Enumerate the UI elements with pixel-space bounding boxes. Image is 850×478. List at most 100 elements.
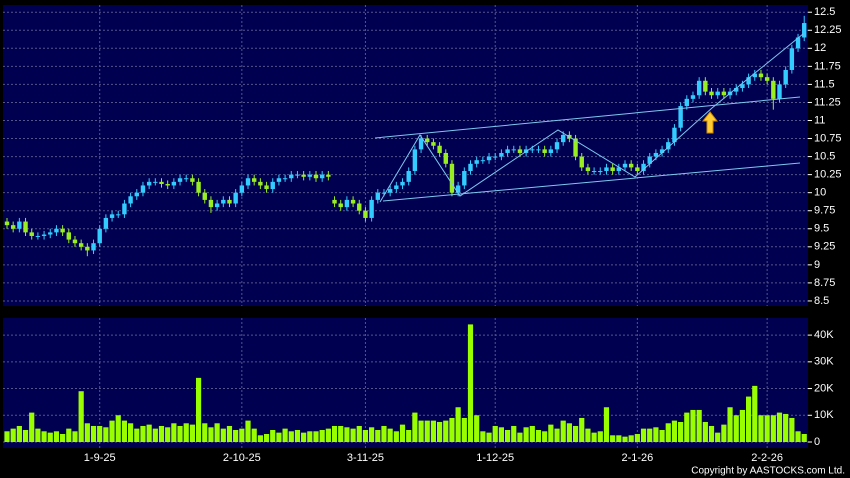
candle-body [783,69,788,85]
volume-bar [653,427,659,442]
y-tick-label: 10.25 [814,169,842,181]
y-tick-label: 20K [814,382,834,394]
candle-body [455,185,461,193]
volume-bar [103,427,109,442]
candle-body [159,181,164,185]
volume-bar [288,431,294,442]
volume-bar [412,412,418,442]
volume-bar [350,428,356,442]
candle-body [233,192,238,204]
volume-bar [375,429,381,442]
volume-bar [152,428,158,442]
volume-bar [535,429,542,442]
candle-body [103,217,109,229]
volume-bar [301,432,307,442]
volume-bar [585,428,591,442]
x-tick-label: 2-2-26 [751,452,783,464]
candle-body [468,163,473,172]
candle-body [375,192,380,200]
volume-bar [406,429,412,442]
volume-bar [226,425,233,442]
volume-bar [696,409,702,442]
copyright: Copyright by AASTOCKS.com Ltd. [691,466,845,477]
volume-bar [560,420,566,442]
candle-body [622,163,628,168]
y-tick-label: 12.5 [814,6,835,18]
candle-body [449,163,455,193]
candle-body [140,185,146,193]
volume-bar [795,431,801,442]
y-tick-label: 12 [814,42,826,54]
volume-bar [84,423,90,442]
volume-bar [443,420,449,442]
candle-body [60,228,65,233]
x-tick-label: 3-11-25 [347,452,384,464]
y-tick-label: 0 [814,436,820,448]
candle-body [91,243,96,251]
volume-bar [622,436,628,442]
volume-bar [109,420,115,442]
volume-bar [115,415,121,442]
candle-body [381,192,387,194]
candle-body [264,185,269,190]
candle-body [202,192,207,200]
candle-body [326,174,331,177]
candle-body [190,178,195,182]
volume-bar [195,377,202,442]
y-tick-label: 40K [814,329,834,341]
volume-bar [733,415,739,442]
volume-bar [480,431,486,442]
volume-bar [783,413,789,442]
candle-body [431,142,436,146]
candle-body [548,149,554,153]
candle-body [196,181,201,193]
volume-bar [603,407,610,442]
candle-body [122,203,127,215]
candle-body [486,156,492,161]
volume-bar [727,407,733,442]
volume-bar [165,427,171,442]
volume-bar [158,425,165,442]
volume-bar [307,431,313,442]
volume-bar [504,429,511,442]
volume-bar [220,428,226,442]
candle-body [17,221,22,229]
volume-bar [16,425,22,442]
arrow-annotation [701,111,719,134]
volume-bar [597,431,603,442]
candle-body [85,246,90,251]
y-tick-label: 10.75 [814,132,842,144]
candle-body [289,174,294,179]
candle-body [146,181,152,186]
y-tick-label: 12.25 [814,24,842,36]
candle-body [184,178,189,180]
candle-body [177,178,183,182]
candle-body [647,156,652,164]
volume-bar [721,424,727,442]
candle-body [394,185,399,190]
zigzag-line [379,33,804,203]
marks: 8.5 8.75 9 9.25 9.5 9.75 10 10.25 10.5 10.75 11 11.… [3,5,842,464]
volume-bar [610,435,616,442]
candle-body [690,95,696,99]
candle-body [29,232,34,236]
volume-bar [239,428,245,442]
volume-bar [97,425,103,442]
volume-bar [628,435,634,442]
candle-body [536,149,541,151]
volume-bar [455,407,461,442]
candle-body [319,174,325,179]
candle-body [332,199,337,204]
candle-body [214,203,220,208]
candle-body [10,225,16,229]
candle-body [666,142,671,150]
candle-body [387,189,393,193]
volume-bar [10,428,16,442]
candle-body [171,181,177,186]
volume-bar [257,435,263,442]
candle-body [109,214,115,218]
volume-bar [474,415,480,442]
candle-body [239,185,245,193]
candle-body [610,167,615,172]
candle-body [499,152,504,157]
